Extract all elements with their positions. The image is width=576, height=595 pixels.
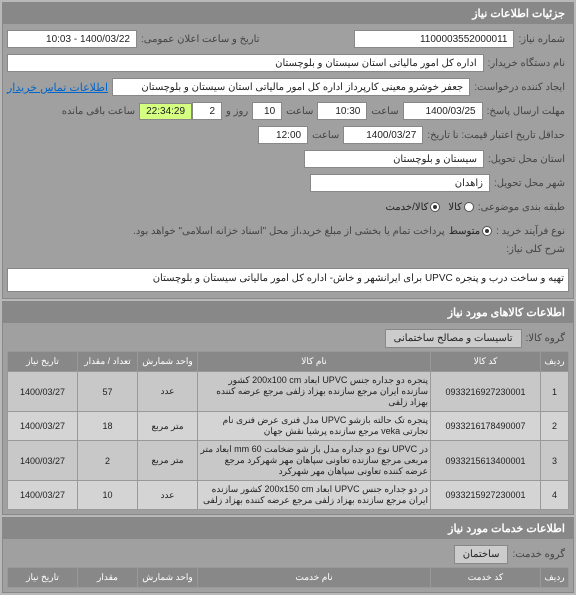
remain-label: ساعت باقی مانده <box>58 106 139 117</box>
cell-code: 0933215613400001 <box>431 441 541 481</box>
cell-name: پنجره تک حالته بازشو UPVC مدل فنری عرض ف… <box>198 412 431 441</box>
goods-table: ردیف کد کالا نام کالا واحد شمارش تعداد /… <box>7 351 569 510</box>
cell-unit: عدد <box>138 481 198 510</box>
deadline-hour-field: 10:30 <box>317 102 367 120</box>
goods-title: اطلاعات کالاهای مورد نیاز <box>3 302 573 323</box>
budget-label: طبقه بندی موضوعی: <box>474 202 569 213</box>
col-qty: تعداد / مقدار <box>78 352 138 372</box>
remain-day-field: 2 <box>192 102 222 120</box>
cell-code: 0933215927230001 <box>431 481 541 510</box>
cell-date: 1400/03/27 <box>8 441 78 481</box>
remain-day-label: روز و <box>222 106 252 117</box>
col-name: نام کالا <box>198 352 431 372</box>
budget-kala-radio[interactable]: کالا <box>448 202 474 213</box>
col-row: ردیف <box>541 352 569 372</box>
countdown-timer: 22:34:29 <box>139 103 192 120</box>
col-unit: واحد شمارش <box>138 352 198 372</box>
delivery-province-label: استان محل تحویل: <box>484 154 569 165</box>
buyer-org-field: اداره کل امور مالیاتی استان سیستان و بلو… <box>7 54 484 72</box>
cell-unit: متر مربع <box>138 412 198 441</box>
validity-date-field: 1400/03/27 <box>343 126 423 144</box>
deadline-hour-label: ساعت <box>367 106 402 117</box>
cell-qty: 18 <box>78 412 138 441</box>
process-radio-group: متوسط <box>449 226 492 237</box>
creator-field: جعفر خوشرو معینی کارپرداز اداره کل امور … <box>112 78 470 96</box>
cell-n: 4 <box>541 481 569 510</box>
table-row: 10933216927230001پنجره دو جداره جنس UPVC… <box>8 372 569 412</box>
services-group-label: گروه خدمت: <box>508 549 569 560</box>
cell-date: 1400/03/27 <box>8 372 78 412</box>
scol-name: نام خدمت <box>198 568 431 588</box>
desc-box: تهیه و ساخت درب و پنجره UPVC برای ایرانش… <box>7 268 569 292</box>
goods-panel: اطلاعات کالاهای مورد نیاز گروه کالا: تاس… <box>2 301 574 515</box>
validity-hour-label: ساعت <box>308 130 343 141</box>
process-label: نوع فرآیند خرید : <box>492 226 569 237</box>
process-opt1-label: متوسط <box>449 226 480 237</box>
remain-hour-field: 10 <box>252 102 282 120</box>
cell-date: 1400/03/27 <box>8 412 78 441</box>
services-panel: اطلاعات خدمات مورد نیاز گروه خدمت: ساختم… <box>2 517 574 593</box>
announce-field: 1400/03/22 - 10:03 <box>7 30 137 48</box>
deadline-label: مهلت ارسال پاسخ: <box>483 106 569 117</box>
cell-n: 2 <box>541 412 569 441</box>
cell-qty: 10 <box>78 481 138 510</box>
scol-code: کد خدمت <box>431 568 541 588</box>
buyer-contact-link[interactable]: اطلاعات تماس خریدار <box>7 81 108 94</box>
deadline-date-field: 1400/03/25 <box>403 102 483 120</box>
scol-unit: واحد شمارش <box>138 568 198 588</box>
delivery-province-field: سیستان و بلوچستان <box>304 150 484 168</box>
col-code: کد کالا <box>431 352 541 372</box>
process-opt1-radio[interactable]: متوسط <box>449 226 492 237</box>
process-note: پرداخت تمام یا بخشی از مبلغ خرید،از محل … <box>7 226 449 237</box>
scol-row: ردیف <box>541 568 569 588</box>
cell-date: 1400/03/27 <box>8 481 78 510</box>
cell-n: 1 <box>541 372 569 412</box>
remain-hour-label: ساعت <box>282 106 317 117</box>
delivery-city-field: زاهدان <box>310 174 490 192</box>
table-row: 40933215927230001در دو جداره جنس UPVC اب… <box>8 481 569 510</box>
cell-code: 0933216178490007 <box>431 412 541 441</box>
cell-qty: 2 <box>78 441 138 481</box>
cell-unit: عدد <box>138 372 198 412</box>
col-date: تاریخ نیاز <box>8 352 78 372</box>
cell-name: پنجره دو جداره جنس UPVC ابعاد 200x100 cm… <box>198 372 431 412</box>
goods-group-label: گروه کالا: <box>522 333 569 344</box>
table-row: 20933216178490007پنجره تک حالته بازشو UP… <box>8 412 569 441</box>
need-info-body: شماره نیاز: 1100003552000011 تاریخ و ساع… <box>3 24 573 298</box>
scol-date: تاریخ نیاز <box>8 568 78 588</box>
validity-label: حداقل تاریخ اعتبار قیمت: نا تاریخ: <box>423 130 569 141</box>
buyer-org-label: نام دستگاه خریدار: <box>484 58 569 69</box>
table-row: 30933215613400001در UPVC نوع دو جداره مد… <box>8 441 569 481</box>
services-group-field: ساختمان <box>454 545 509 564</box>
desc-label: شرح کلی نیاز: <box>502 244 569 255</box>
need-number-label: شماره نیاز: <box>514 34 569 45</box>
scol-qty: مقدار <box>78 568 138 588</box>
need-number-field: 1100003552000011 <box>354 30 514 48</box>
validity-hour-field: 12:00 <box>258 126 308 144</box>
budget-kala-label: کالا <box>448 202 462 213</box>
budget-khadamat-radio[interactable]: کالا/خدمت <box>385 202 440 213</box>
services-title: اطلاعات خدمات مورد نیاز <box>3 518 573 539</box>
cell-qty: 57 <box>78 372 138 412</box>
cell-name: در UPVC نوع دو جداره مدل باز شو ضخامت mm… <box>198 441 431 481</box>
goods-group-field: تاسیسات و مصالح ساختمانی <box>385 329 522 348</box>
cell-name: در دو جداره جنس UPVC ابعاد 200x150 cm کش… <box>198 481 431 510</box>
creator-label: ایجاد کننده درخواست: <box>470 82 569 93</box>
budget-radio-group: کالا کالا/خدمت <box>385 202 473 213</box>
budget-khadamat-label: کالا/خدمت <box>385 202 428 213</box>
announce-label: تاریخ و ساعت اعلان عمومی: <box>137 34 264 45</box>
cell-code: 0933216927230001 <box>431 372 541 412</box>
services-table: ردیف کد خدمت نام خدمت واحد شمارش مقدار ت… <box>7 567 569 588</box>
panel-title: جزئیات اطلاعات نیاز <box>3 3 573 24</box>
cell-unit: متر مربع <box>138 441 198 481</box>
delivery-city-label: شهر محل تحویل: <box>490 178 569 189</box>
cell-n: 3 <box>541 441 569 481</box>
main-panel: جزئیات اطلاعات نیاز شماره نیاز: 11000035… <box>2 2 574 299</box>
